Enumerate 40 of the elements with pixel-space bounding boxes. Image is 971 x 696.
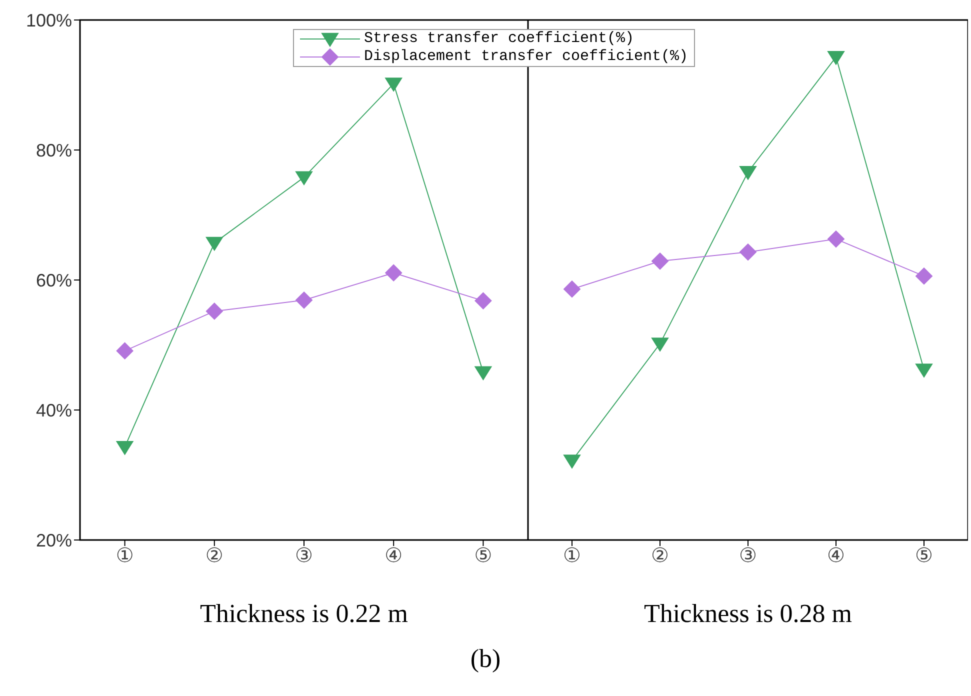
legend-label: Stress transfer coefficient(%) [364,30,634,48]
x-tick-label: ③ [295,543,313,568]
point [385,264,402,282]
text: (b) [469,644,502,674]
x-axis-title: Thickness is 0.22 m [200,599,408,628]
point [296,171,312,185]
x-tick-label: ⑤ [915,543,933,568]
point [385,78,402,92]
point [652,252,668,270]
x-axis-title: Thickness is 0.28 m [644,599,852,628]
y-tick-label: 40% [36,400,72,420]
point [116,440,134,455]
x-tick-label: ⑤ [474,543,492,568]
x-tick-label: ③ [739,543,757,568]
y-tick-label: 20% [36,530,72,550]
point [740,244,756,261]
x-tick-label: ① [116,543,134,568]
y-tick-label: 80% [36,140,72,160]
x-tick-label: ④ [827,543,845,568]
y-tick-label: 100% [26,10,72,30]
point [116,342,134,360]
point [828,230,844,248]
point [916,268,932,285]
point [474,292,492,310]
point [206,236,223,251]
point [828,50,844,65]
point [206,302,223,320]
point [564,454,580,468]
x-tick-label: ② [205,543,224,568]
point [916,364,932,378]
point [296,292,312,309]
legend-label: Displacement transfer coefficient(%) [364,48,688,66]
point [652,338,668,352]
y-tick-label: 60% [36,270,72,290]
x-tick-label: ② [651,543,669,568]
point [564,280,580,298]
point [740,166,756,180]
point [474,366,492,380]
x-tick-label: ① [563,543,581,568]
x-tick-label: ④ [384,543,403,568]
